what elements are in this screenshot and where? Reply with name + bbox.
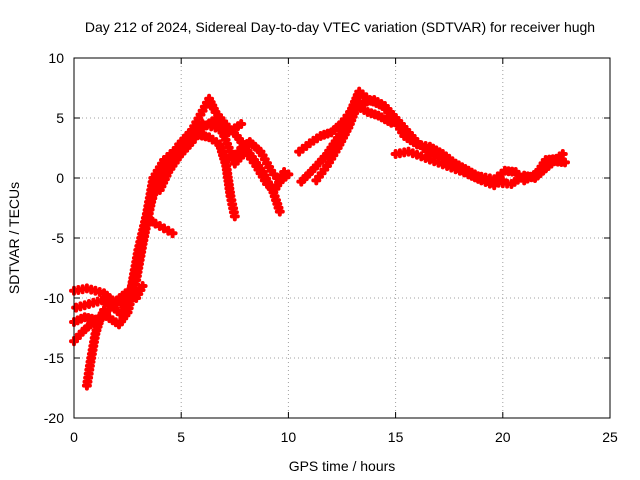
data-point: [229, 211, 240, 222]
series-track-13: [476, 149, 568, 186]
data-point: [274, 206, 285, 217]
series-track-11: [311, 101, 397, 186]
y-tick-label: -20: [44, 410, 64, 426]
series-group: [69, 86, 570, 391]
y-tick-label: -5: [52, 230, 65, 246]
series-track-2: [71, 93, 285, 321]
data-point: [236, 119, 247, 129]
y-axis-label: SDTVAR / TECUs: [6, 182, 22, 294]
x-axis-label: GPS time / hours: [289, 458, 396, 474]
y-tick-label: 5: [56, 110, 64, 126]
grid: [74, 58, 610, 418]
series-track-6: [141, 212, 178, 239]
data-point: [557, 149, 568, 159]
x-tick-label: 15: [388, 429, 404, 445]
series-track-8: [227, 137, 294, 187]
series-line: [74, 96, 282, 318]
data-point: [560, 157, 570, 168]
series-track-5: [81, 305, 109, 391]
x-tick-label: 20: [495, 429, 511, 445]
x-tick-label: 10: [281, 429, 297, 445]
series-line: [72, 122, 244, 306]
x-tick-label: 5: [177, 429, 185, 445]
data-point: [99, 305, 109, 315]
data-point: [137, 281, 148, 291]
data-point: [386, 117, 397, 128]
y-tick-label: -15: [44, 350, 64, 366]
x-tick-label: 0: [70, 429, 78, 445]
data-point: [167, 228, 178, 239]
axis-ticks: 0 5 10 15 20 25 -20 -15 -10 -5 0 5 10: [44, 50, 618, 445]
data-point: [283, 169, 294, 180]
chart-title: Day 212 of 2024, Sidereal Day-to-day VTE…: [85, 19, 595, 35]
y-tick-label: 0: [56, 170, 64, 186]
y-tick-label: -10: [44, 290, 64, 306]
x-tick-label: 25: [602, 429, 618, 445]
y-tick-label: 10: [48, 50, 64, 66]
